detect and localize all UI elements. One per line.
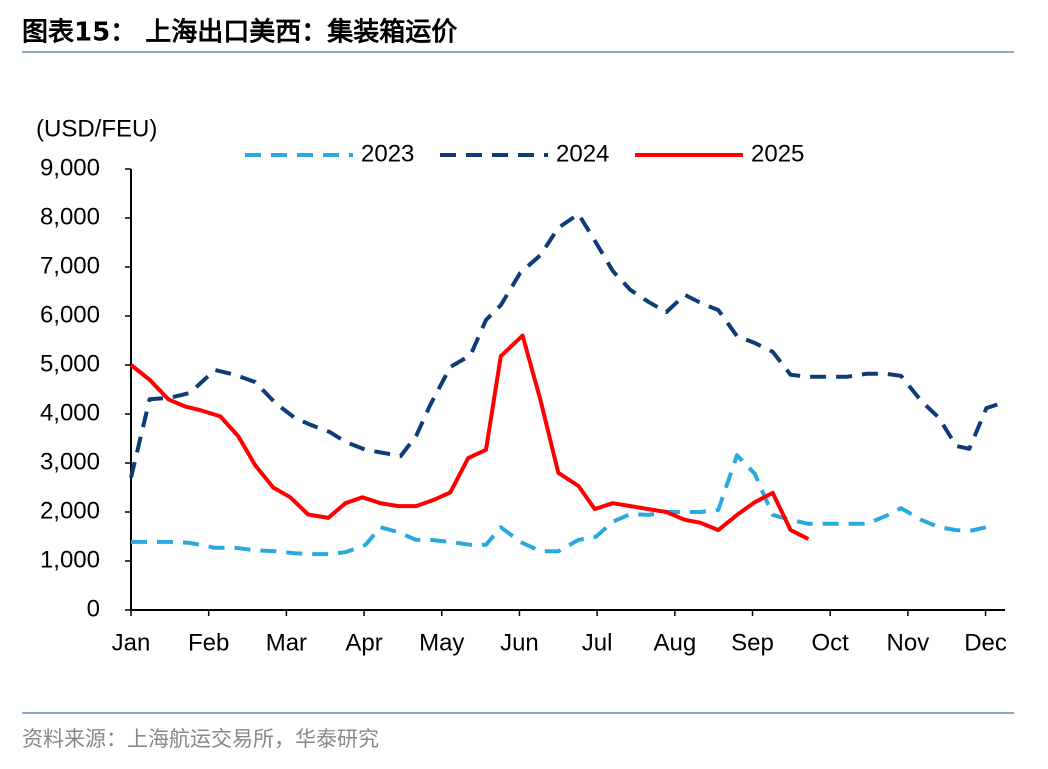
y-tick-label: 0 [87, 595, 100, 622]
series-line [129, 333, 810, 541]
y-tick-label: 3,000 [40, 448, 100, 475]
y-tick-label: 5,000 [40, 350, 100, 377]
source: 资料来源：上海航运交易所，华泰研究 [22, 727, 379, 751]
y-tick-label: 2,000 [40, 497, 100, 524]
x-tick-label: Dec [964, 629, 1007, 656]
y-tick-label: 1,000 [40, 546, 100, 573]
legend-label: 2024 [556, 140, 609, 167]
series-line [131, 453, 996, 557]
y-tick-label: 4,000 [40, 399, 100, 426]
x-tick-label: Aug [653, 629, 696, 656]
chart-title: 图表15： 上海出口美西：集装箱运价 [22, 17, 458, 48]
y-axis-label: (USD/FEU) [36, 115, 157, 142]
x-tick-label: Jul [582, 629, 613, 656]
x-tick-label: May [419, 629, 464, 656]
y-tick-label: 8,000 [40, 203, 100, 230]
x-tick-label: Mar [266, 629, 307, 656]
legend-label: 2023 [361, 140, 414, 167]
legend-label: 2025 [751, 140, 804, 167]
x-tick-label: Feb [188, 629, 229, 656]
x-tick-label: Oct [812, 629, 850, 656]
series-line [129, 212, 1005, 479]
x-tick-label: Jun [500, 629, 539, 656]
x-tick-label: Apr [345, 629, 382, 656]
x-tick-label: Sep [731, 629, 774, 656]
y-tick-label: 9,000 [40, 154, 100, 181]
y-tick-label: 7,000 [40, 252, 100, 279]
x-tick-label: Jan [112, 629, 151, 656]
x-tick-label: Nov [887, 629, 930, 656]
y-tick-label: 6,000 [40, 301, 100, 328]
